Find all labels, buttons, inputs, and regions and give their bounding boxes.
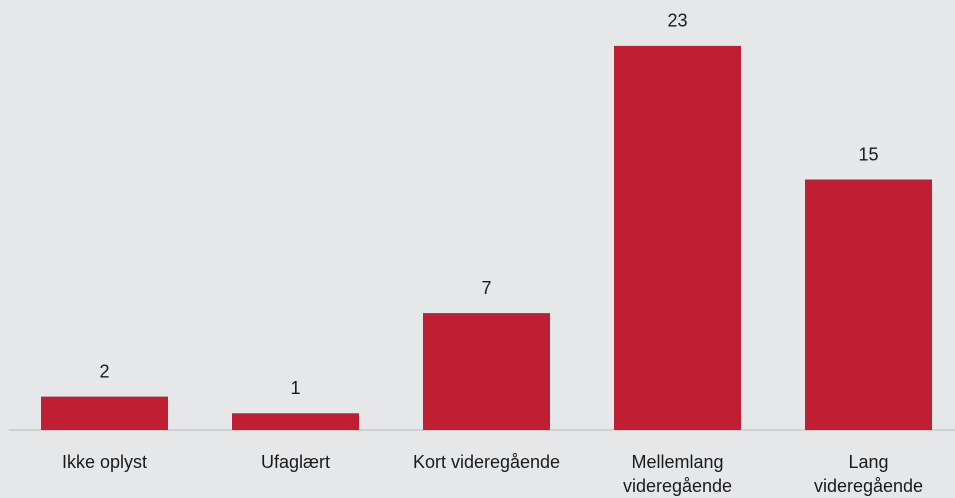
x-tick-label: Lang videregående <box>813 452 924 496</box>
data-label: 23 <box>667 11 687 31</box>
bar <box>614 45 741 431</box>
bar <box>423 313 550 430</box>
x-tick-label: Kort videregående <box>412 452 561 472</box>
bar <box>805 179 932 430</box>
x-tick-label: Mellemlang videregående <box>622 452 733 496</box>
data-label: 15 <box>858 144 878 164</box>
data-label: 1 <box>290 378 300 398</box>
x-tick-label: Ufaglært <box>260 452 331 472</box>
x-tick-label: Ikke oplyst <box>61 452 148 472</box>
bar <box>41 396 168 430</box>
bar <box>232 413 359 430</box>
data-label: 2 <box>99 361 109 381</box>
data-label: 7 <box>481 278 491 298</box>
